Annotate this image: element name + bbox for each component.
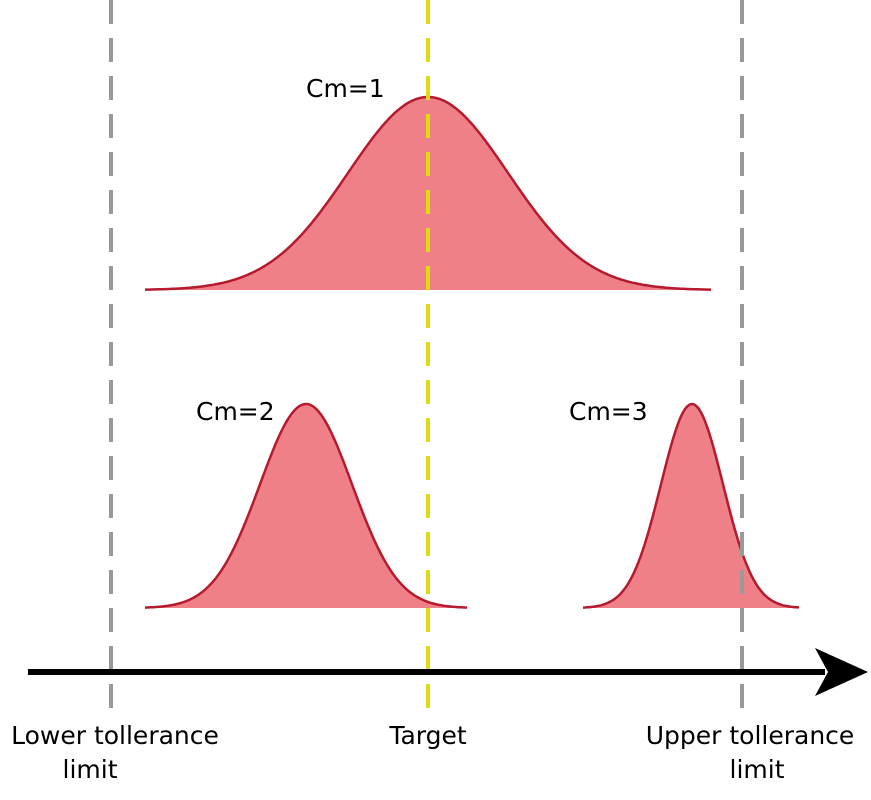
curve-outline xyxy=(144,402,468,609)
limit-label: Upper tollerance xyxy=(646,721,855,750)
curve-label: Cm=1 xyxy=(306,74,385,103)
curves xyxy=(144,95,800,609)
target-label: Target xyxy=(388,721,467,750)
curve-label: Cm=3 xyxy=(569,397,648,426)
curve-fill xyxy=(145,404,467,608)
limit-label: Lower tollerance xyxy=(11,721,219,750)
curve-fill xyxy=(583,404,800,608)
axis-arrow-head xyxy=(815,648,868,696)
curve-label: Cm=2 xyxy=(196,397,275,426)
limit-label: limit xyxy=(63,755,118,784)
limit-label: limit xyxy=(730,755,785,784)
curve-outline xyxy=(582,402,800,609)
